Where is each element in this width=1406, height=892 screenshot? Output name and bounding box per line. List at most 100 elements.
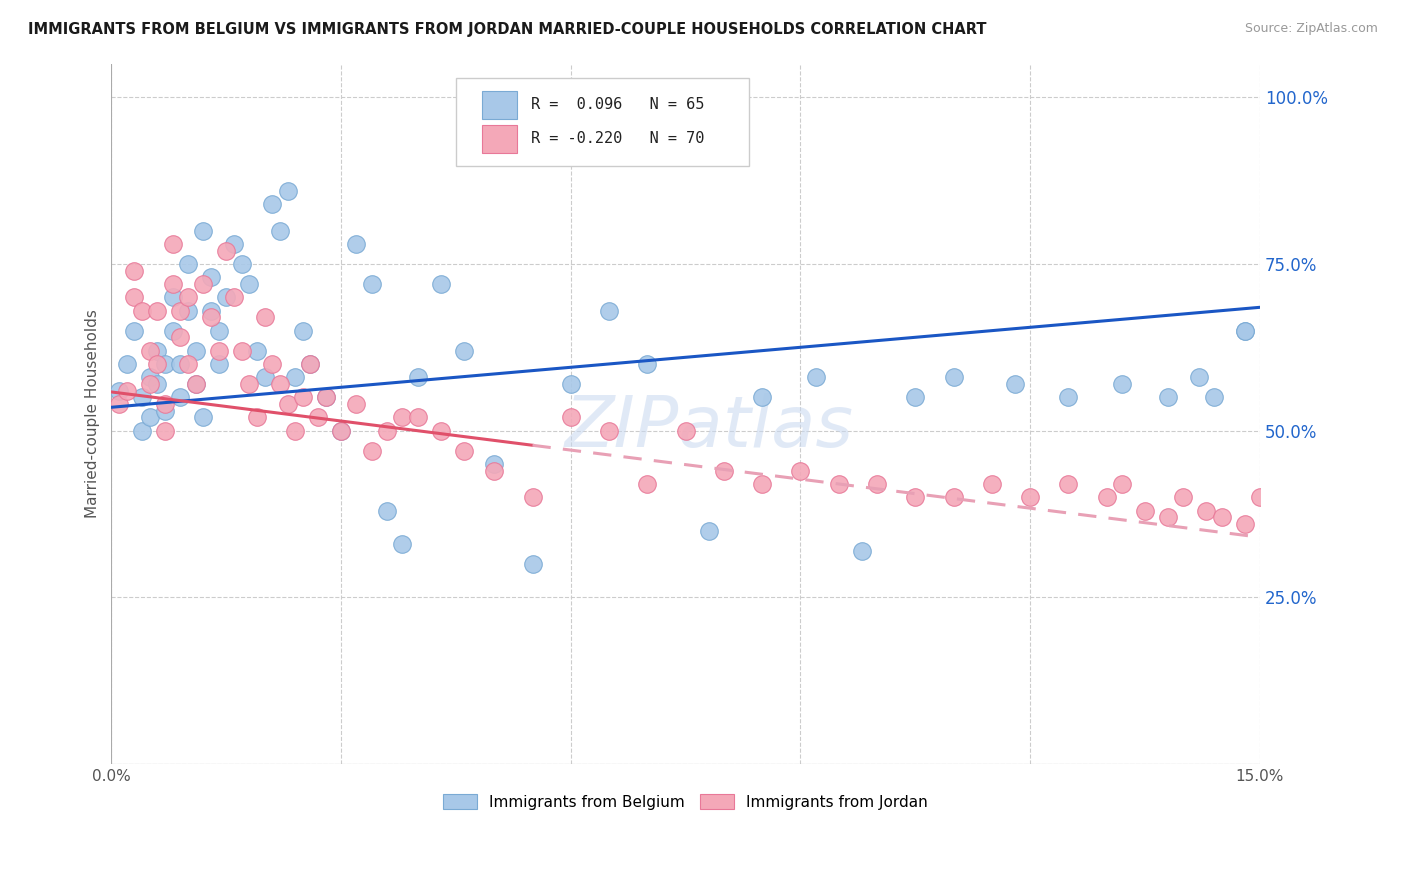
Point [124,324,146,338]
Point [1188,370,1211,384]
Point [1095,490,1118,504]
Point [804,370,827,384]
Point [246,343,269,358]
Point [360,443,382,458]
Point [124,290,146,304]
Point [851,543,873,558]
Point [262,197,284,211]
Point [1286,516,1309,531]
Point [453,443,475,458]
Point [238,376,260,391]
Point [153,357,176,371]
Point [1233,324,1256,338]
Point [1157,390,1180,404]
Point [360,277,382,291]
Point [162,277,184,291]
FancyBboxPatch shape [456,78,749,166]
Point [131,424,153,438]
Legend: Immigrants from Belgium, Immigrants from Jordan: Immigrants from Belgium, Immigrants from… [437,788,934,815]
Point [330,424,353,438]
Point [1233,516,1256,531]
Point [238,277,260,291]
Point [344,397,367,411]
Point [299,357,322,371]
Point [391,537,413,551]
Text: IMMIGRANTS FROM BELGIUM VS IMMIGRANTS FROM JORDAN MARRIED-COUPLE HOUSEHOLDS CORR: IMMIGRANTS FROM BELGIUM VS IMMIGRANTS FR… [28,22,987,37]
Point [124,263,146,277]
Point [636,477,658,491]
Point [131,390,153,404]
Point [713,464,735,478]
Point [146,343,169,358]
Point [169,357,191,371]
Point [131,303,153,318]
Point [866,477,889,491]
Point [344,237,367,252]
Text: ZIPatlas: ZIPatlas [564,393,853,462]
Text: R = -0.220   N = 70: R = -0.220 N = 70 [530,131,704,146]
Point [169,330,191,344]
Point [207,324,229,338]
Point [262,357,284,371]
Point [980,477,1002,491]
Point [1233,324,1256,338]
Point [1111,376,1133,391]
Point [146,303,169,318]
Point [269,224,291,238]
Point [307,410,329,425]
Point [138,343,160,358]
Point [1111,477,1133,491]
Point [1173,490,1195,504]
Point [299,357,322,371]
Point [207,357,229,371]
Point [193,410,215,425]
Point [177,303,200,318]
Point [484,457,506,471]
Point [146,357,169,371]
Point [751,390,773,404]
Point [429,277,451,291]
Point [391,410,413,425]
Point [169,303,191,318]
Point [560,376,582,391]
Point [177,257,200,271]
Point [291,324,314,338]
Point [215,290,238,304]
Point [406,410,429,425]
Point [177,357,200,371]
Point [269,376,291,391]
Point [253,370,276,384]
Point [375,503,398,517]
Point [636,357,658,371]
Point [184,376,207,391]
Point [177,290,200,304]
Point [789,464,811,478]
Point [828,477,851,491]
Point [284,424,307,438]
Point [484,464,506,478]
Text: Source: ZipAtlas.com: Source: ZipAtlas.com [1244,22,1378,36]
Point [284,370,307,384]
Point [193,224,215,238]
Point [253,310,276,325]
Point [162,237,184,252]
Point [246,410,269,425]
Point [453,343,475,358]
Point [276,184,298,198]
Point [315,390,337,404]
Point [751,477,773,491]
Point [200,310,222,325]
Point [904,390,927,404]
Point [108,384,131,398]
Point [429,424,451,438]
FancyBboxPatch shape [482,91,517,119]
Point [1271,503,1294,517]
Point [942,370,965,384]
FancyBboxPatch shape [482,125,517,153]
Point [522,557,544,571]
Point [1133,503,1156,517]
Point [222,237,245,252]
Point [560,410,582,425]
Point [193,277,215,291]
Point [138,370,160,384]
